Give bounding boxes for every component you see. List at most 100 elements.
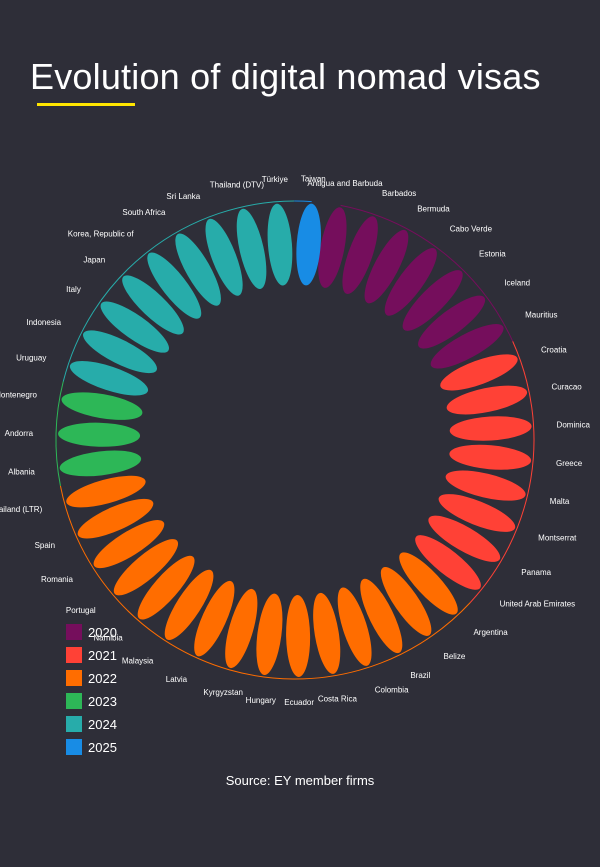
petal-korea-republic-of [147, 252, 202, 319]
petal-turkiye [267, 203, 293, 286]
petal-andorra [58, 422, 141, 447]
petal-hungary [256, 593, 283, 676]
label-ecuador: Ecuador [284, 698, 314, 707]
ring-arc-2022 [59, 485, 471, 680]
source-note: Source: EY member firms [225, 773, 375, 788]
petal-portugal [113, 539, 179, 596]
label-spain: Spain [35, 541, 55, 550]
label-united-arab-emirates: United Arab Emirates [500, 600, 576, 609]
petal-thailand-dtv [236, 208, 267, 289]
ring-arc-2020 [340, 204, 514, 342]
legend-label-2021: 2021 [88, 648, 117, 663]
legend-label-2022: 2022 [88, 671, 117, 686]
chart-title: Evolution of digital nomad visas [30, 56, 541, 97]
label-sri-lanka: Sri Lanka [166, 192, 200, 201]
label-dominica: Dominica [557, 421, 591, 430]
petal-latvia [194, 580, 235, 657]
label-montenegro: Montenegro [0, 391, 37, 400]
petal-sri-lanka [205, 218, 243, 296]
petal-romania [93, 520, 165, 569]
label-barbados: Barbados [382, 189, 416, 198]
petal-argentina [399, 552, 458, 615]
label-namibia: Namibia [93, 633, 123, 642]
label-malta: Malta [550, 497, 570, 506]
ring-arc-2021 [469, 341, 535, 603]
petal-belize [380, 567, 432, 636]
label-cabo-verde: Cabo Verde [450, 225, 493, 234]
label-malaysia: Malaysia [122, 656, 154, 665]
petal-south-africa [175, 233, 221, 306]
petal-montenegro [61, 392, 143, 420]
petal-colombia [337, 587, 372, 666]
label-indonesia: Indonesia [26, 318, 61, 327]
label-south-africa: South Africa [122, 208, 166, 217]
label-antigua-and-barbuda: Antigua and Barbuda [307, 179, 383, 188]
petal-barbados [342, 216, 378, 295]
label-taiwan: Taiwan [301, 175, 326, 184]
label-panama: Panama [521, 568, 551, 577]
legend-swatch-2021 [66, 647, 82, 663]
label-italy: Italy [66, 285, 81, 294]
label-iceland: Iceland [504, 278, 530, 287]
ring-arc-2025 [294, 200, 312, 203]
label-japan: Japan [83, 255, 105, 264]
label-thailand-ltr: Thailand (LTR) [0, 505, 43, 514]
petal-united-arab-emirates [415, 535, 481, 590]
petal-bermuda [364, 229, 409, 304]
petal-costa-rica [313, 592, 341, 674]
petal-uruguay [69, 361, 149, 396]
legend-label-2025: 2025 [88, 740, 117, 755]
petal-ecuador [286, 594, 311, 677]
petal-cabo-verde [384, 248, 437, 316]
label-portugal: Portugal [66, 606, 96, 615]
label-latvia: Latvia [166, 675, 188, 684]
legend-swatch-2022 [66, 670, 82, 686]
petal-kyrgyzstan [225, 588, 258, 669]
petal-estonia [402, 270, 463, 331]
petal-namibia [137, 555, 195, 620]
label-brazil: Brazil [410, 671, 430, 680]
petal-taiwan [296, 203, 321, 286]
label-argentina: Argentina [473, 628, 508, 637]
petal-spain [77, 498, 154, 539]
petal-antigua-and-barbuda [318, 207, 347, 288]
petal-japan [122, 275, 184, 335]
label-uruguay: Uruguay [16, 353, 46, 362]
legend: 2020 2021 2022 2023 2024 2025 [66, 624, 117, 755]
petal-malaysia [164, 569, 214, 641]
label-kyrgyzstan: Kyrgyzstan [203, 688, 243, 697]
label-curacao: Curacao [551, 383, 582, 392]
petal-layer [58, 203, 532, 677]
title-underline [37, 103, 135, 106]
legend-label-2024: 2024 [88, 717, 117, 732]
ring-arc-2023 [55, 381, 64, 486]
label-costa-rica: Costa Rica [318, 695, 358, 704]
label-andorra: Andorra [5, 429, 34, 438]
legend-swatch-2024 [66, 716, 82, 732]
label-korea-republic-of: Korea, Republic of [68, 230, 135, 239]
label-belize: Belize [443, 652, 465, 661]
petal-montserrat [438, 494, 516, 532]
petal-malta [445, 470, 526, 501]
petal-albania [59, 450, 142, 477]
petal-panama [428, 515, 501, 562]
ring-layer [55, 200, 535, 680]
ring-arc-2024 [62, 200, 295, 382]
label-thailand-dtv: Thailand (DTV) [210, 181, 265, 190]
label-romania: Romania [41, 575, 74, 584]
legend-label-2023: 2023 [88, 694, 117, 709]
petal-dominica [449, 416, 532, 441]
label-albania: Albania [8, 467, 35, 476]
petal-croatia [440, 354, 518, 391]
petal-brazil [360, 578, 403, 654]
legend-swatch-2025 [66, 739, 82, 755]
petal-iceland [418, 295, 486, 349]
label-mauritius: Mauritius [525, 311, 557, 320]
label-montserrat: Montserrat [538, 534, 577, 543]
label-greece: Greece [556, 459, 583, 468]
legend-label-2020: 2020 [88, 625, 117, 640]
petal-thailand-ltr [66, 475, 146, 508]
label-colombia: Colombia [375, 686, 409, 695]
